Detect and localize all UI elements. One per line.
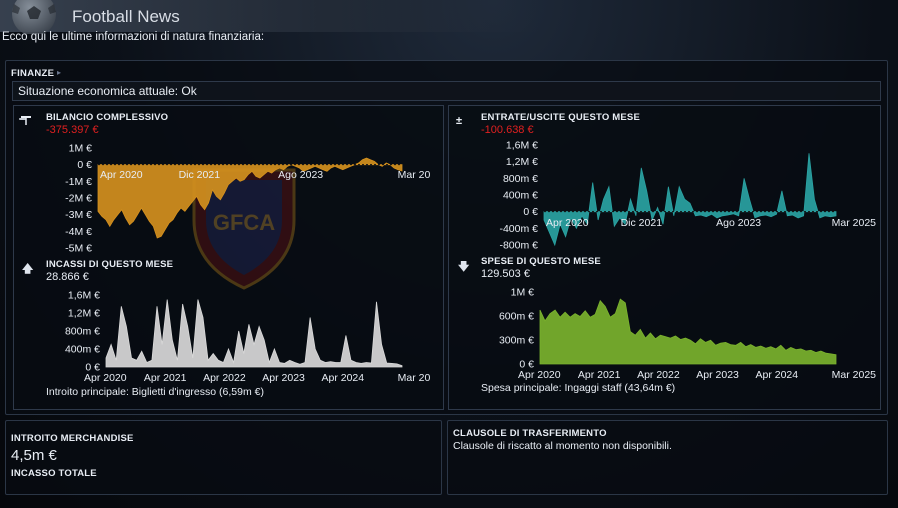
spese-title: SPESE DI QUESTO MESE — [481, 256, 601, 267]
svg-text:±: ± — [456, 115, 462, 126]
incassi-area-series — [105, 299, 403, 368]
y-tick-label: 1M € — [69, 143, 93, 155]
page-title: Football News — [72, 7, 180, 26]
x-tick-label: Apr 2021 — [578, 369, 621, 381]
club-crest-watermark: GFCA — [192, 168, 296, 290]
y-tick-label: -1M € — [65, 176, 92, 188]
y-tick-label: -3M € — [65, 209, 92, 221]
x-tick-label: Ago 2023 — [716, 217, 761, 229]
y-tick-label: 0 € — [519, 359, 534, 371]
bilancio-title: BILANCIO COMPLESSIVO — [46, 112, 169, 123]
status-text: Situazione economica attuale: Ok — [18, 84, 197, 98]
x-tick-label: Apr 2020 — [84, 372, 127, 384]
bilancio-chart: 1M € 0 € -1M € -2M € -3M € -4M € -5M € Apr 2020… — [65, 143, 430, 255]
scale-icon — [21, 116, 31, 125]
clausole-title: CLAUSOLE DI TRASFERIMENTO — [453, 428, 607, 439]
balance-icon: ⎯̶ — [20, 113, 26, 125]
y-tick-label: 1M € — [511, 287, 535, 299]
entrate-value: -100.638 € — [481, 124, 534, 136]
header-bar — [0, 0, 898, 32]
y-tick-label: -5M € — [65, 243, 92, 255]
y-tick-label: -400m € — [499, 223, 538, 235]
entrate-chart: 1,6M € 1,2M € 800m € 400m € 0 € -400m € -800m … — [499, 140, 876, 252]
x-tick-label: Apr 2023 — [696, 369, 739, 381]
merch-panel — [5, 420, 442, 495]
x-tick-label: Apr 2024 — [321, 372, 364, 384]
y-tick-label: 1,6M € — [506, 140, 538, 152]
chevron-right-icon[interactable]: ▸ — [57, 68, 62, 77]
incassi-value: 28.866 € — [46, 271, 89, 283]
y-tick-label: 800m € — [65, 326, 100, 338]
y-tick-label: 0 € — [523, 206, 538, 218]
clausole-text: Clausole di riscatto al momento non disp… — [453, 440, 672, 452]
y-tick-label: 800m € — [503, 173, 538, 185]
football-icon — [12, 0, 56, 34]
y-tick-label: -4M € — [65, 226, 92, 238]
plus-minus-icon: ± — [456, 115, 462, 126]
intro-text: Ecco qui le ultime informazioni di natur… — [2, 31, 265, 43]
y-tick-label: 300m € — [499, 335, 534, 347]
incassi-footer: Introito principale: Biglietti d'ingress… — [46, 386, 264, 398]
entrate-title: ENTRATE/USCITE QUESTO MESE — [481, 112, 640, 123]
x-tick-label: Mar 2025 — [398, 372, 430, 384]
y-tick-label: 0 € — [85, 362, 100, 374]
spese-area-series — [539, 298, 837, 365]
y-tick-label: 400m € — [65, 344, 100, 356]
spese-footer: Spesa principale: Ingaggi staff (43,64m … — [481, 382, 676, 394]
bilancio-value: -375.397 € — [46, 124, 99, 136]
x-tick-label: Apr 2021 — [144, 372, 187, 384]
entrate-area-series — [543, 153, 837, 247]
y-tick-label: 400m € — [503, 190, 538, 202]
incassi-title: INCASSI DI QUESTO MESE — [46, 259, 174, 270]
arrow-down-icon: 🡇 — [458, 261, 470, 273]
x-tick-label: Apr 2023 — [262, 372, 305, 384]
y-tick-label: 0 € — [77, 159, 92, 171]
y-tick-label: -800m € — [499, 240, 538, 252]
x-tick-label: Dic 2021 — [621, 217, 663, 229]
x-tick-label: Apr 2022 — [203, 372, 246, 384]
y-tick-label: -2M € — [65, 193, 92, 205]
crest-text: GFCA — [213, 210, 275, 235]
y-tick-label: 1,2M € — [506, 156, 538, 168]
x-tick-label: Apr 2020 — [546, 217, 589, 229]
incassi-chart: 1,6M € 1,2M € 800m € 400m € 0 €Apr 2020 Apr 2… — [65, 290, 430, 385]
y-tick-label: 600m € — [499, 311, 534, 323]
x-tick-label: Apr 2024 — [755, 369, 798, 381]
arrow-up-icon: 🡅 — [22, 263, 34, 275]
finanze-title[interactable]: FINANZE — [11, 68, 55, 79]
clausole-panel — [447, 420, 888, 495]
x-tick-label: Apr 2020 — [100, 169, 143, 181]
x-tick-label: Mar 2025 — [398, 169, 430, 181]
y-tick-label: 1,2M € — [68, 308, 100, 320]
x-tick-label: Apr 2020 — [518, 369, 561, 381]
merch-title: INTROITO MERCHANDISE — [11, 433, 134, 444]
spese-chart: 1M € 600m € 300m € 0 €Apr 2020 Apr 2021 Apr 2… — [499, 287, 876, 382]
x-tick-label: Dic 2021 — [179, 169, 221, 181]
merch-subtitle: INCASSO TOTALE — [11, 468, 97, 479]
x-tick-label: Ago 2023 — [278, 169, 323, 181]
spese-value: 129.503 € — [481, 268, 530, 280]
x-tick-label: Mar 2025 — [832, 369, 876, 381]
status-box — [12, 81, 881, 101]
merch-value: 4,5m € — [11, 447, 57, 464]
bilancio-area-series — [97, 157, 403, 239]
x-tick-label: Apr 2022 — [637, 369, 680, 381]
x-tick-label: Mar 2025 — [832, 217, 876, 229]
y-tick-label: 1,6M € — [68, 290, 100, 302]
